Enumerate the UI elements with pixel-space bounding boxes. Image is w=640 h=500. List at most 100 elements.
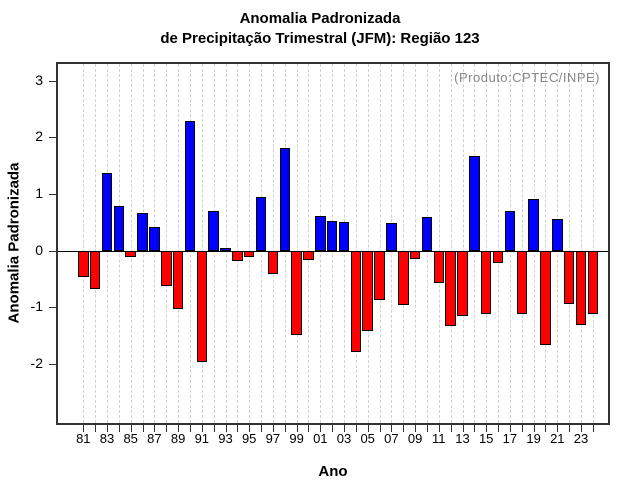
x-tick-label: 99 xyxy=(289,431,304,446)
x-tick xyxy=(213,425,215,432)
x-tick-label: 03 xyxy=(336,431,352,446)
y-tick xyxy=(49,137,56,139)
x-gridline xyxy=(308,64,310,423)
x-tick-label: 17 xyxy=(502,431,518,446)
bar-2012 xyxy=(445,250,456,327)
x-gridline xyxy=(201,64,203,423)
x-gridline xyxy=(403,64,405,423)
x-gridline xyxy=(498,64,500,423)
bar-2014 xyxy=(469,156,480,251)
x-tick xyxy=(332,425,334,432)
x-tick xyxy=(462,425,464,432)
x-tick-label: 91 xyxy=(194,431,210,446)
x-tick xyxy=(95,425,97,432)
x-tick-label: 83 xyxy=(99,431,115,446)
x-gridline xyxy=(249,64,251,423)
x-tick xyxy=(130,425,132,432)
x-tick xyxy=(83,425,85,432)
x-gridline xyxy=(355,64,357,423)
bar-1999 xyxy=(291,250,302,336)
bar-2020 xyxy=(540,250,551,345)
bar-1989 xyxy=(172,250,184,310)
x-tick xyxy=(403,425,405,432)
bar-2004 xyxy=(350,250,362,352)
y-tick-label: 2 xyxy=(35,128,43,145)
x-tick xyxy=(142,425,144,432)
x-tick xyxy=(533,425,535,432)
x-gridline xyxy=(438,64,440,423)
x-gridline xyxy=(130,64,132,423)
x-gridline xyxy=(521,64,523,423)
x-gridline xyxy=(225,64,227,423)
bar-2015 xyxy=(480,250,492,314)
produto-annotation: (Produto:CPTEC/INPE) xyxy=(454,70,600,85)
bar-1988 xyxy=(161,250,172,287)
bar-1982 xyxy=(89,250,101,289)
x-tick-label: 13 xyxy=(455,431,470,446)
x-tick-label: 05 xyxy=(360,431,375,446)
x-tick xyxy=(118,425,120,432)
bar-2024 xyxy=(587,250,599,314)
x-gridline xyxy=(272,64,274,423)
x-tick xyxy=(509,425,511,432)
bar-2002 xyxy=(326,220,338,251)
bar-1986 xyxy=(137,213,148,251)
bar-1990 xyxy=(184,120,196,251)
x-tick xyxy=(581,425,582,432)
x-gridline xyxy=(581,64,582,423)
bar-1984 xyxy=(113,205,125,251)
bar-2009 xyxy=(409,250,421,260)
bar-2007 xyxy=(386,223,397,251)
x-tick xyxy=(201,425,203,432)
chart-title: Anomalia Padronizada de Precipitação Tri… xyxy=(0,9,640,49)
bar-2018 xyxy=(516,250,527,314)
bar-2019 xyxy=(528,198,539,251)
bar-2023 xyxy=(575,250,587,325)
x-tick xyxy=(308,425,310,432)
x-tick-label: 93 xyxy=(218,431,233,446)
x-tick xyxy=(344,425,345,432)
bar-1983 xyxy=(101,172,113,251)
bar-2022 xyxy=(563,250,575,304)
x-tick-label: 23 xyxy=(573,431,589,446)
y-tick-label: 0 xyxy=(35,241,43,258)
x-tick xyxy=(355,425,357,432)
y-tick-label: 1 xyxy=(35,185,43,202)
bar-2017 xyxy=(504,210,516,251)
chart-title-line-2: de Precipitação Trimestral (JFM): Região… xyxy=(160,30,480,47)
y-axis-label: Anomalia Padronizada xyxy=(5,162,23,324)
bar-1994 xyxy=(232,250,243,261)
y-tick xyxy=(49,363,56,365)
x-tick-label: 09 xyxy=(407,431,423,446)
bar-1998 xyxy=(279,147,290,251)
x-tick xyxy=(592,425,594,432)
bar-2010 xyxy=(421,217,433,251)
x-tick xyxy=(391,425,393,432)
x-gridline xyxy=(83,64,85,423)
x-tick xyxy=(296,425,298,432)
x-tick xyxy=(225,425,227,432)
x-tick-label: 85 xyxy=(123,431,138,446)
x-tick-label: 87 xyxy=(147,431,162,446)
x-tick xyxy=(450,425,452,432)
x-tick xyxy=(367,425,369,432)
x-gridline xyxy=(486,64,488,423)
x-gridline xyxy=(296,64,298,423)
x-tick-label: 89 xyxy=(170,431,186,446)
bar-1985 xyxy=(125,250,136,258)
x-tick-label: 95 xyxy=(241,431,257,446)
y-tick xyxy=(49,80,56,82)
x-tick xyxy=(166,425,168,432)
x-tick xyxy=(189,425,191,432)
chart-title-line-1: Anomalia Padronizada xyxy=(239,10,401,27)
x-gridline xyxy=(450,64,452,423)
x-tick-label: 81 xyxy=(76,431,91,446)
x-axis-label: Ano xyxy=(318,463,348,480)
bar-2003 xyxy=(338,221,350,251)
bar-1981 xyxy=(78,250,89,277)
bar-2000 xyxy=(303,250,314,261)
x-tick xyxy=(498,425,500,432)
x-tick-label: 97 xyxy=(265,431,281,446)
x-tick xyxy=(474,425,476,432)
